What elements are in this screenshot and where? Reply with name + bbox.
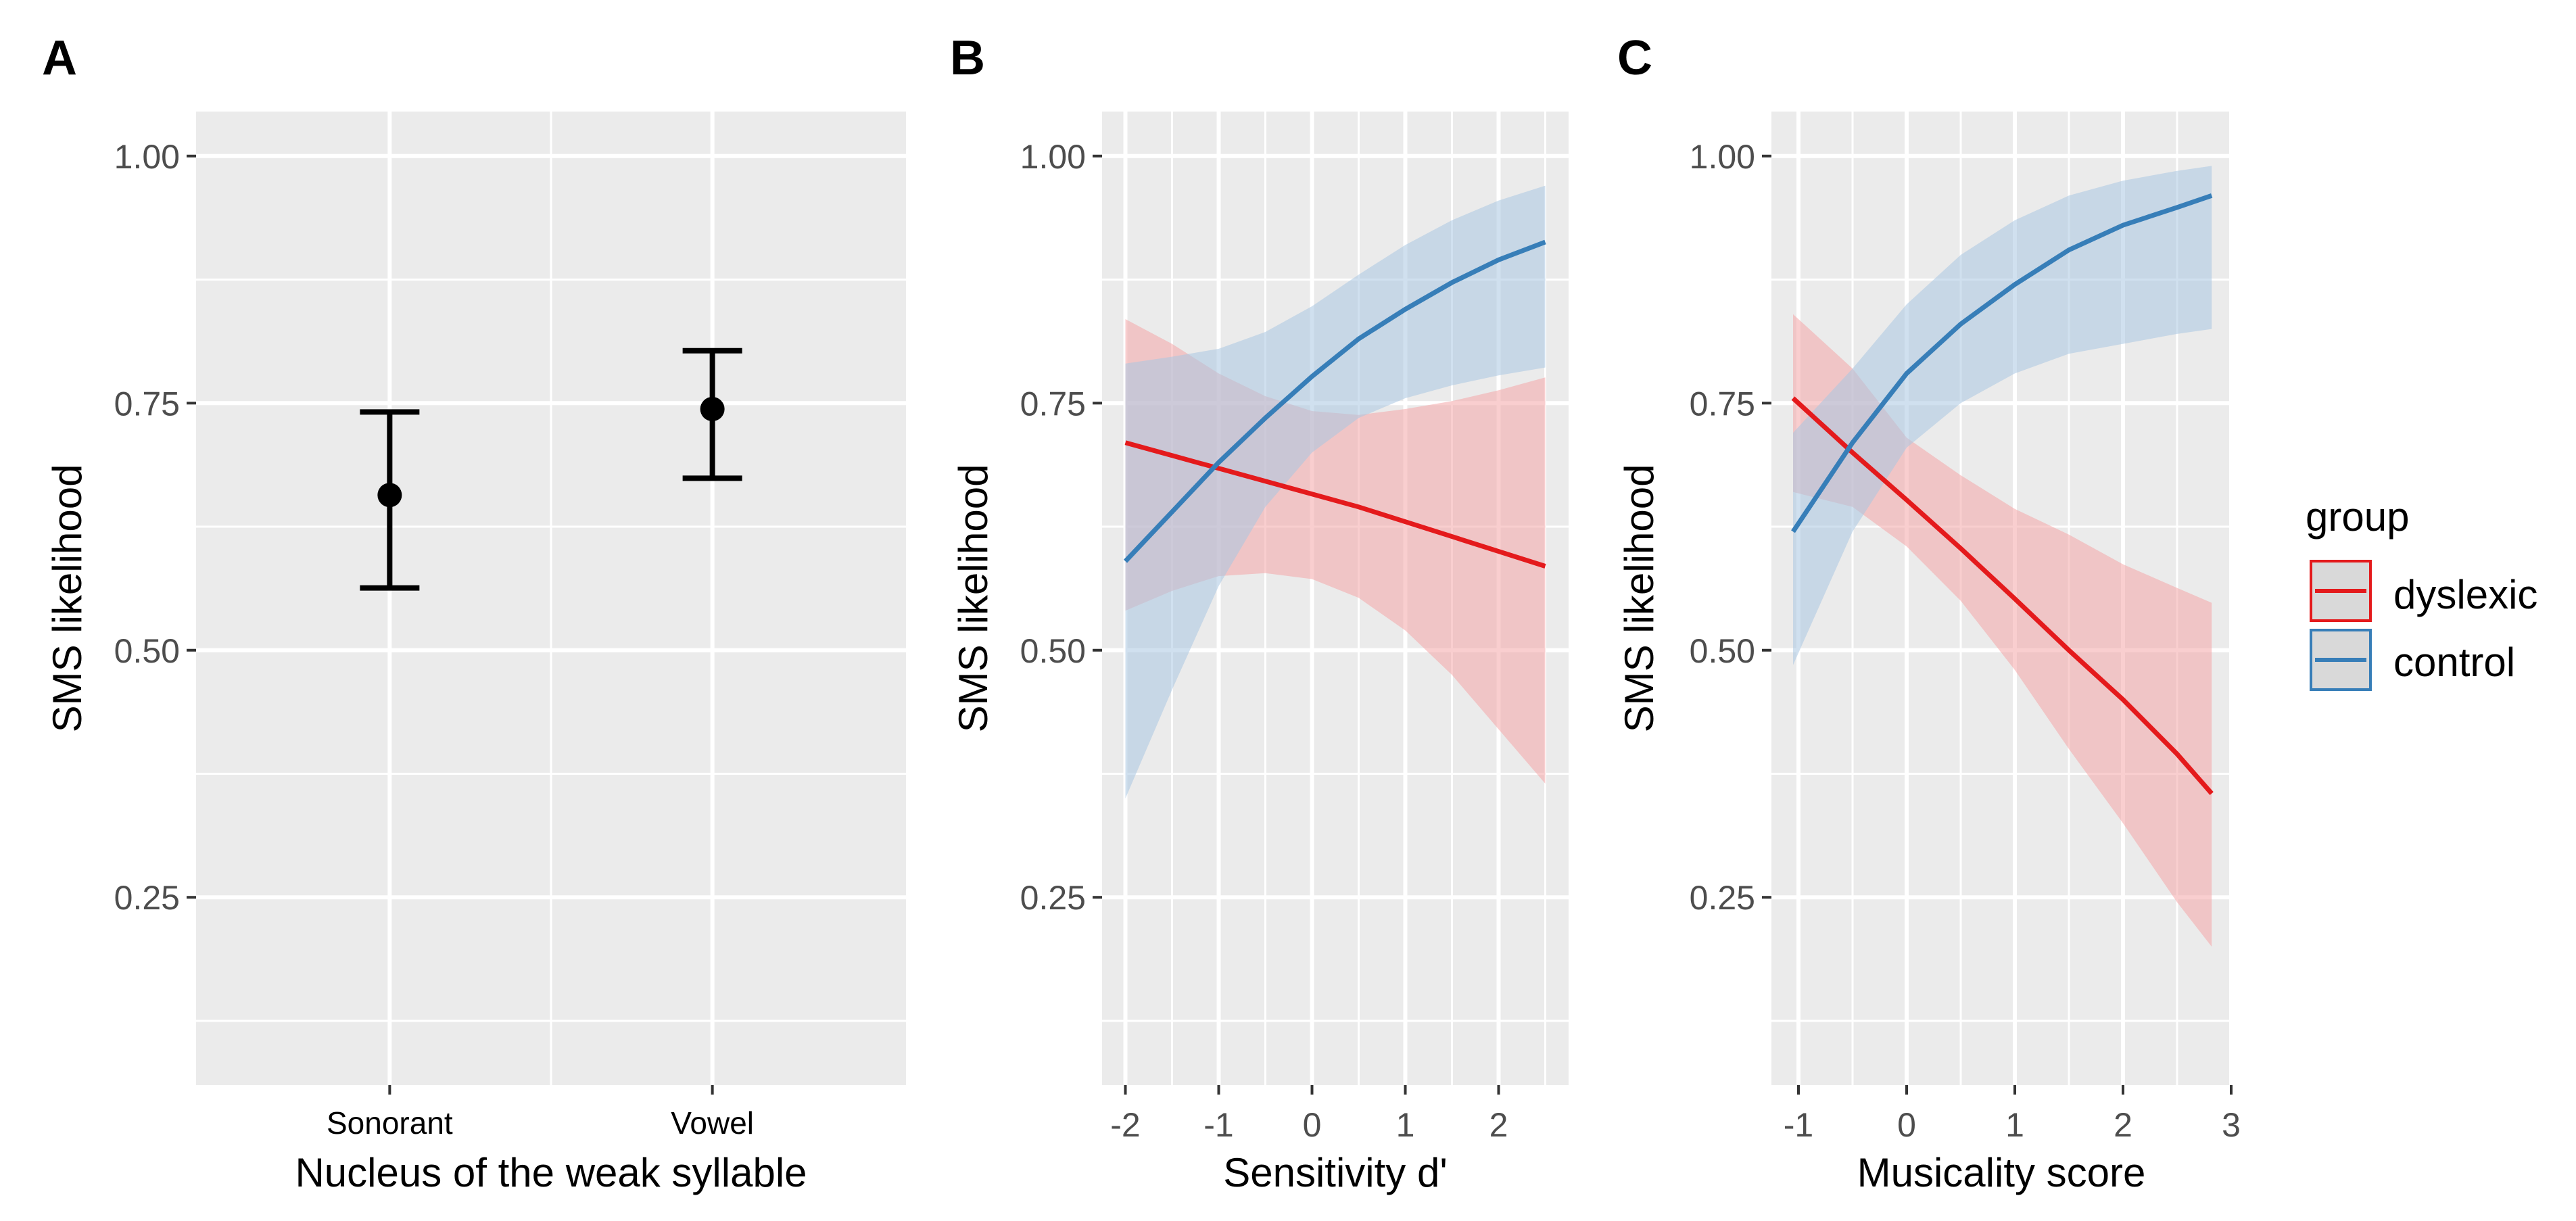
y-tick-label: 0.25 [114,879,180,917]
ribbon-dyslexic [1793,314,2212,947]
x-tick-label: Vowel [671,1105,754,1141]
y-tick-label: 0.50 [1020,632,1086,670]
x-tick-label: -2 [1110,1106,1140,1144]
panel-b-x-axis-title: Sensitivity d' [1223,1150,1448,1195]
panel-c-y-ticks: 0.25 0.50 0.75 1.00 [1690,138,1771,917]
y-tick-label: 0.50 [1690,632,1755,670]
panel-c: C 0.25 0.50 0.75 1.00 -1 0 1 2 3 Musicality sco… [1617,31,2241,1195]
x-tick-label: 2 [2114,1106,2132,1144]
legend-item-dyslexic: dyslexic [2310,560,2537,622]
panel-b-y-axis-title: SMS likelihood [951,464,996,733]
panel-c-y-axis-title: SMS likelihood [1617,464,1662,733]
panel-c-x-ticks: -1 0 1 2 3 [1784,1085,2241,1144]
panel-b-x-ticks: -2 -1 0 1 2 [1110,1085,1508,1144]
y-tick-label: 0.25 [1020,879,1086,917]
ribbon-control [1125,185,1546,799]
y-tick-label: 0.75 [1020,385,1086,423]
y-tick-label: 1.00 [114,138,180,176]
legend-label-control: control [2393,640,2515,685]
data-point [700,397,725,422]
x-tick-label: 1 [2005,1106,2024,1144]
panel-b: B 0.25 0.50 0.75 1.00 -2 -1 0 1 2 Sensitivity d… [950,31,1569,1195]
legend: group dyslexic control [2306,494,2537,691]
panel-b-label: B [950,31,985,85]
panel-b-y-ticks: 0.25 0.50 0.75 1.00 [1020,138,1102,917]
x-tick-label: 3 [2222,1106,2241,1144]
y-tick-label: 0.50 [114,632,180,670]
y-tick-label: 1.00 [1020,138,1086,176]
x-tick-label: 0 [1897,1106,1916,1144]
data-point [377,483,402,508]
line-dyslexic [1791,396,2214,796]
x-tick-label: -1 [1203,1106,1233,1144]
errorbar-point-sonorant [360,409,420,591]
line-control [1791,193,2213,533]
y-tick-label: 0.25 [1690,879,1755,917]
panel-c-marks [1791,166,2214,947]
panel-c-x-axis-title: Musicality score [1857,1150,2146,1195]
ribbon-control [1793,166,2212,665]
panel-a-marks [360,348,742,591]
y-tick-label: 1.00 [1690,138,1755,176]
panel-a-grid [196,112,906,1085]
y-tick-label: 0.75 [1690,385,1755,423]
panel-a-y-ticks: 0.25 0.50 0.75 1.00 [114,138,196,917]
panel-a: A 0.25 0.50 0.75 1.00 Sonorant Vowel Nucleus… [42,31,906,1195]
legend-label-dyslexic: dyslexic [2393,572,2537,617]
x-tick-label: Sonorant [327,1105,453,1141]
legend-title: group [2306,494,2409,540]
panel-a-label: A [42,31,77,85]
x-tick-label: 1 [1396,1106,1415,1144]
x-tick-label: 0 [1303,1106,1322,1144]
errorbar-point-vowel [682,348,742,481]
x-tick-label: 2 [1489,1106,1508,1144]
line-control [1123,239,1546,563]
panel-a-x-axis-title: Nucleus of the weak syllable [295,1150,807,1195]
line-dyslexic [1124,440,1546,569]
legend-item-control: control [2310,629,2515,691]
panel-b-marks [1123,185,1546,799]
panel-c-label: C [1617,31,1652,85]
panel-a-y-axis-title: SMS likelihood [45,464,90,733]
panel-a-x-ticks: Sonorant Vowel [327,1085,754,1141]
x-tick-label: -1 [1784,1106,1813,1144]
y-tick-label: 0.75 [114,385,180,423]
